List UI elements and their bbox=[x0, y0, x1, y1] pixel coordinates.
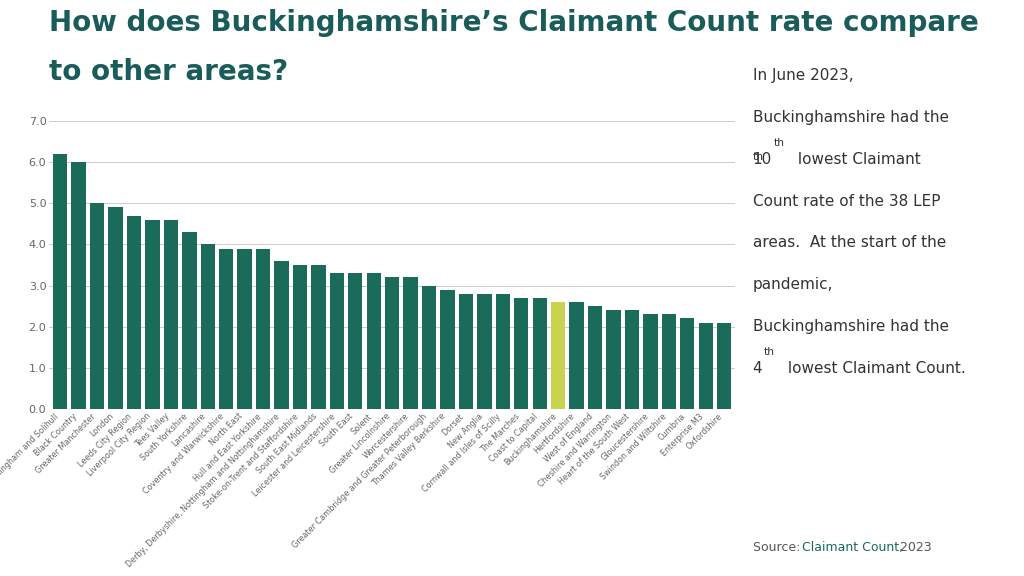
Text: Buckinghamshire had the: Buckinghamshire had the bbox=[753, 110, 948, 125]
Text: lowest Claimant Count.: lowest Claimant Count. bbox=[782, 361, 966, 376]
Bar bbox=[422, 286, 436, 409]
Bar bbox=[403, 277, 418, 409]
Bar bbox=[256, 248, 270, 409]
Text: pandemic,: pandemic, bbox=[753, 277, 834, 292]
Bar bbox=[238, 248, 252, 409]
Text: 2023: 2023 bbox=[896, 541, 932, 554]
Bar bbox=[551, 302, 565, 409]
Bar bbox=[532, 298, 547, 409]
Bar bbox=[477, 294, 492, 409]
Text: Buckinghamshire had the: Buckinghamshire had the bbox=[753, 319, 948, 334]
Bar bbox=[698, 323, 713, 409]
Bar bbox=[367, 273, 381, 409]
Bar bbox=[625, 310, 639, 409]
Bar bbox=[72, 162, 86, 409]
Text: Claimant Count,: Claimant Count, bbox=[802, 541, 903, 554]
Bar bbox=[385, 277, 399, 409]
Bar bbox=[588, 306, 602, 409]
Bar bbox=[293, 265, 307, 409]
Bar bbox=[680, 319, 694, 409]
Bar bbox=[201, 244, 215, 409]
Text: areas.  At the start of the: areas. At the start of the bbox=[753, 236, 946, 251]
Bar bbox=[145, 219, 160, 409]
Text: th: th bbox=[764, 347, 774, 357]
Bar bbox=[717, 323, 731, 409]
Bar bbox=[90, 203, 104, 409]
Bar bbox=[348, 273, 362, 409]
Bar bbox=[643, 314, 657, 409]
Text: lowest Claimant: lowest Claimant bbox=[794, 152, 921, 167]
Bar bbox=[53, 154, 68, 409]
Text: 10: 10 bbox=[753, 152, 772, 167]
Bar bbox=[662, 314, 676, 409]
Bar bbox=[182, 232, 197, 409]
Text: Count rate of the 38 LEP: Count rate of the 38 LEP bbox=[753, 194, 940, 209]
Bar bbox=[514, 298, 528, 409]
Bar bbox=[496, 294, 510, 409]
Text: How does Buckinghamshire’s Claimant Count rate compare: How does Buckinghamshire’s Claimant Coun… bbox=[49, 9, 979, 37]
Text: Source:: Source: bbox=[753, 541, 804, 554]
Bar bbox=[164, 219, 178, 409]
Bar bbox=[459, 294, 473, 409]
Text: 4: 4 bbox=[753, 361, 762, 376]
Bar bbox=[440, 290, 455, 409]
Bar bbox=[109, 207, 123, 409]
Bar bbox=[606, 310, 621, 409]
Text: In June 2023,: In June 2023, bbox=[753, 69, 853, 84]
Text: th: th bbox=[753, 152, 764, 162]
Bar bbox=[311, 265, 326, 409]
Text: th: th bbox=[774, 138, 785, 148]
Text: to other areas?: to other areas? bbox=[49, 58, 289, 86]
Bar bbox=[127, 215, 141, 409]
Bar bbox=[219, 248, 233, 409]
Bar bbox=[569, 302, 584, 409]
Bar bbox=[274, 261, 289, 409]
Bar bbox=[330, 273, 344, 409]
